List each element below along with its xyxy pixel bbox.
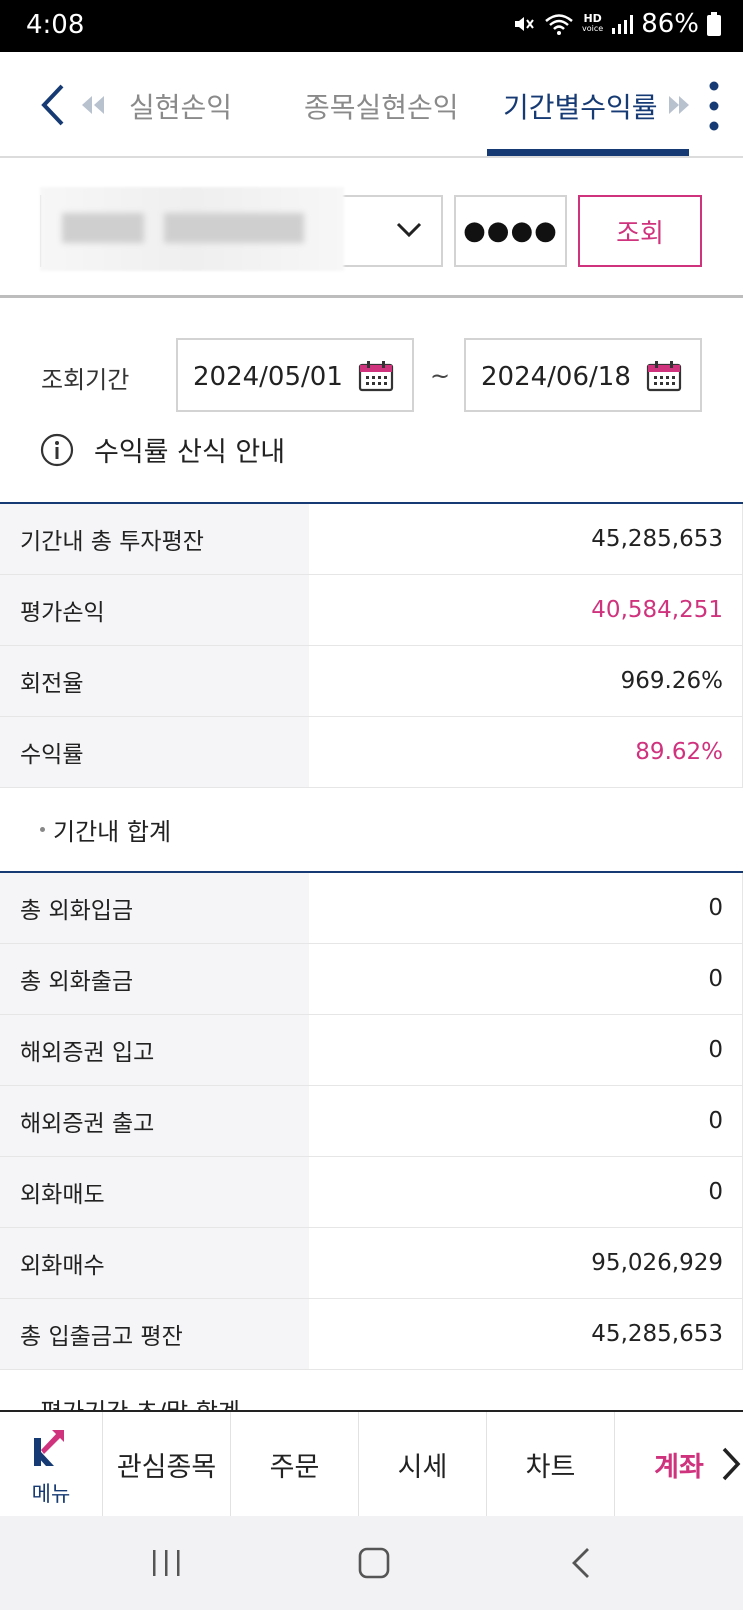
bullet-icon	[40, 827, 45, 832]
end-date-text: 2024/06/18	[481, 362, 631, 392]
nav-watchlist[interactable]: 관심종목	[103, 1412, 231, 1516]
start-date-field[interactable]: 2024/05/01	[176, 338, 414, 412]
date-range-separator: ~	[430, 362, 451, 390]
tab-stock-realized-pnl[interactable]: 종목실현손익	[304, 91, 459, 124]
system-nav-bar	[0, 1516, 743, 1610]
row-label: 총 외화출금	[0, 944, 309, 1014]
row-label: 총 외화입금	[0, 873, 309, 943]
calendar-icon[interactable]	[358, 360, 394, 392]
row-value: 0	[708, 895, 723, 921]
status-time: 4:08	[26, 10, 85, 40]
table-row: 총 외화입금 0	[0, 873, 743, 944]
row-value: 0	[708, 1179, 723, 1205]
calendar-icon[interactable]	[646, 360, 682, 392]
active-tab-indicator	[487, 149, 689, 156]
row-value: 40,584,251	[591, 597, 723, 623]
end-date-field[interactable]: 2024/06/18	[464, 338, 702, 412]
double-chevron-right-icon[interactable]	[667, 94, 691, 116]
row-value: 969.26%	[620, 668, 723, 694]
table-row: 수익률 89.62%	[0, 717, 743, 788]
table-row: 총 외화출금 0	[0, 944, 743, 1015]
nav-quote[interactable]: 시세	[359, 1412, 487, 1516]
double-chevron-left-icon[interactable]	[80, 94, 106, 116]
tab-realized-pnl[interactable]: 실현손익	[129, 91, 233, 124]
table-row: 기간내 총 투자평잔 45,285,653	[0, 504, 743, 575]
recents-icon[interactable]	[150, 1548, 182, 1578]
password-field[interactable]: ●●●●	[454, 195, 567, 267]
row-value: 0	[708, 1037, 723, 1063]
start-date-text: 2024/05/01	[193, 362, 343, 392]
info-icon	[40, 433, 74, 466]
mute-icon	[515, 17, 534, 31]
tab-period-return[interactable]: 기간별수익률	[503, 91, 658, 124]
row-value: 45,285,653	[591, 526, 723, 552]
row-value: 89.62%	[635, 739, 723, 765]
header-tabs: 실현손익 종목실현손익 기간별수익률	[0, 52, 743, 158]
row-value: 45,285,653	[591, 1321, 723, 1347]
table-row: 회전율 969.26%	[0, 646, 743, 717]
account-row: ●●●● 조회	[0, 160, 743, 298]
row-value: 95,026,929	[591, 1250, 723, 1276]
nav-chart[interactable]: 차트	[487, 1412, 615, 1516]
account-select[interactable]	[40, 187, 443, 271]
row-value: 0	[708, 966, 723, 992]
status-bar: 4:08 HD voice 86%	[0, 0, 743, 52]
table-row: 해외증권 입고 0	[0, 1015, 743, 1086]
bottom-nav: 메뉴 관심종목 주문 시세 차트 계좌	[0, 1410, 743, 1516]
chevron-down-icon	[396, 222, 422, 238]
table-row: 해외증권 출고 0	[0, 1086, 743, 1157]
summary-table: 기간내 총 투자평잔 45,285,653 평가손익 40,584,251 회전…	[0, 502, 743, 788]
hd-voice-icon: HD voice	[582, 12, 604, 33]
more-menu-icon[interactable]	[702, 78, 726, 134]
totals-table: 총 외화입금 0 총 외화출금 0 해외증권 입고 0 해외증권 출고 0 외화…	[0, 871, 743, 1370]
table-row: 평가손익 40,584,251	[0, 575, 743, 646]
return-formula-guide[interactable]: 수익률 산식 안내	[40, 430, 285, 469]
section-caption-partial: 평가기간 초/말 합계	[40, 1392, 240, 1410]
masked-account-number	[40, 187, 344, 271]
row-label: 회전율	[0, 646, 309, 716]
row-label: 수익률	[0, 717, 309, 787]
table-row: 외화매도 0	[0, 1157, 743, 1228]
home-icon[interactable]	[358, 1547, 390, 1579]
menu-label: 메뉴	[31, 1482, 71, 1506]
row-label: 외화매수	[0, 1228, 309, 1298]
nav-order[interactable]: 주문	[231, 1412, 359, 1516]
battery-percent: 86%	[641, 9, 699, 39]
row-label: 해외증권 출고	[0, 1086, 309, 1156]
brand-logo-icon	[34, 1430, 64, 1466]
row-label: 외화매도	[0, 1157, 309, 1227]
status-icons: HD voice 86%	[512, 9, 721, 39]
table-row: 외화매수 95,026,929	[0, 1228, 743, 1299]
wifi-icon	[545, 14, 573, 35]
chevron-right-icon[interactable]	[719, 1446, 743, 1482]
nav-account[interactable]: 계좌	[654, 1451, 704, 1483]
table-row: 총 입출금고 평잔 45,285,653	[0, 1299, 743, 1370]
system-back-icon[interactable]	[570, 1546, 592, 1580]
row-value: 0	[708, 1108, 723, 1134]
menu-button[interactable]: 메뉴	[0, 1412, 103, 1516]
row-label: 평가손익	[0, 575, 309, 645]
signal-icon	[612, 15, 634, 34]
row-label: 총 입출금고 평잔	[0, 1299, 309, 1369]
battery-icon	[707, 12, 721, 36]
period-label: 조회기간	[41, 366, 130, 394]
query-button[interactable]: 조회	[578, 195, 702, 267]
row-label: 해외증권 입고	[0, 1015, 309, 1085]
section-caption: 기간내 합계	[40, 812, 171, 847]
return-formula-guide-label: 수익률 산식 안내	[94, 437, 286, 468]
row-label: 기간내 총 투자평잔	[0, 504, 309, 574]
back-arrow-icon[interactable]	[36, 82, 72, 128]
